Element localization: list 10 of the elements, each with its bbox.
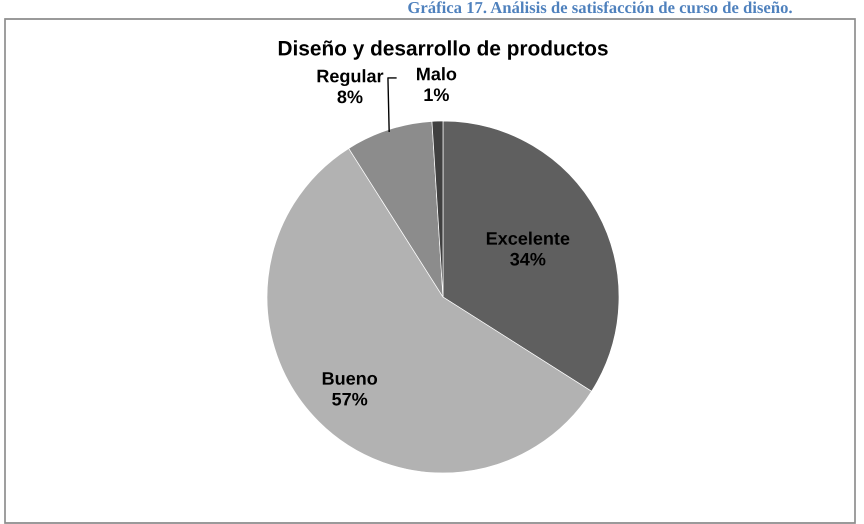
slice-label: Excelente <box>486 232 570 245</box>
data-label: 1% <box>424 88 449 102</box>
data-label: 34% <box>510 252 546 266</box>
slice-label: Regular <box>318 69 384 86</box>
text: Gráfica 17. Análisis de satisfacción de curso de diseño. <box>408 1 792 14</box>
data-label: 57% <box>332 392 368 406</box>
slice-label: Malo <box>417 67 456 80</box>
slice-label: Bueno <box>322 372 378 385</box>
chart-title: Diseño y desarrollo de productos <box>278 40 608 60</box>
data-label: 8% <box>337 90 363 104</box>
